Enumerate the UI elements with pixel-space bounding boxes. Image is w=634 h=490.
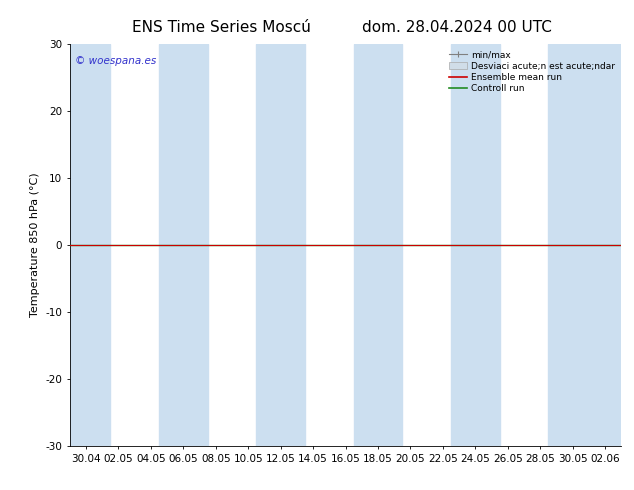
Bar bbox=[61, 44, 110, 446]
Legend: min/max, Desviaci acute;n est acute;ndar, Ensemble mean run, Controll run: min/max, Desviaci acute;n est acute;ndar… bbox=[448, 49, 617, 95]
Bar bbox=[159, 44, 207, 446]
Bar bbox=[581, 44, 621, 446]
Bar bbox=[548, 44, 597, 446]
Bar bbox=[256, 44, 305, 446]
Bar bbox=[451, 44, 500, 446]
Bar bbox=[354, 44, 403, 446]
Text: ENS Time Series Moscú: ENS Time Series Moscú bbox=[133, 20, 311, 35]
Text: © woespana.es: © woespana.es bbox=[75, 56, 157, 66]
Text: dom. 28.04.2024 00 UTC: dom. 28.04.2024 00 UTC bbox=[361, 20, 552, 35]
Y-axis label: Temperature 850 hPa (°C): Temperature 850 hPa (°C) bbox=[30, 172, 40, 318]
